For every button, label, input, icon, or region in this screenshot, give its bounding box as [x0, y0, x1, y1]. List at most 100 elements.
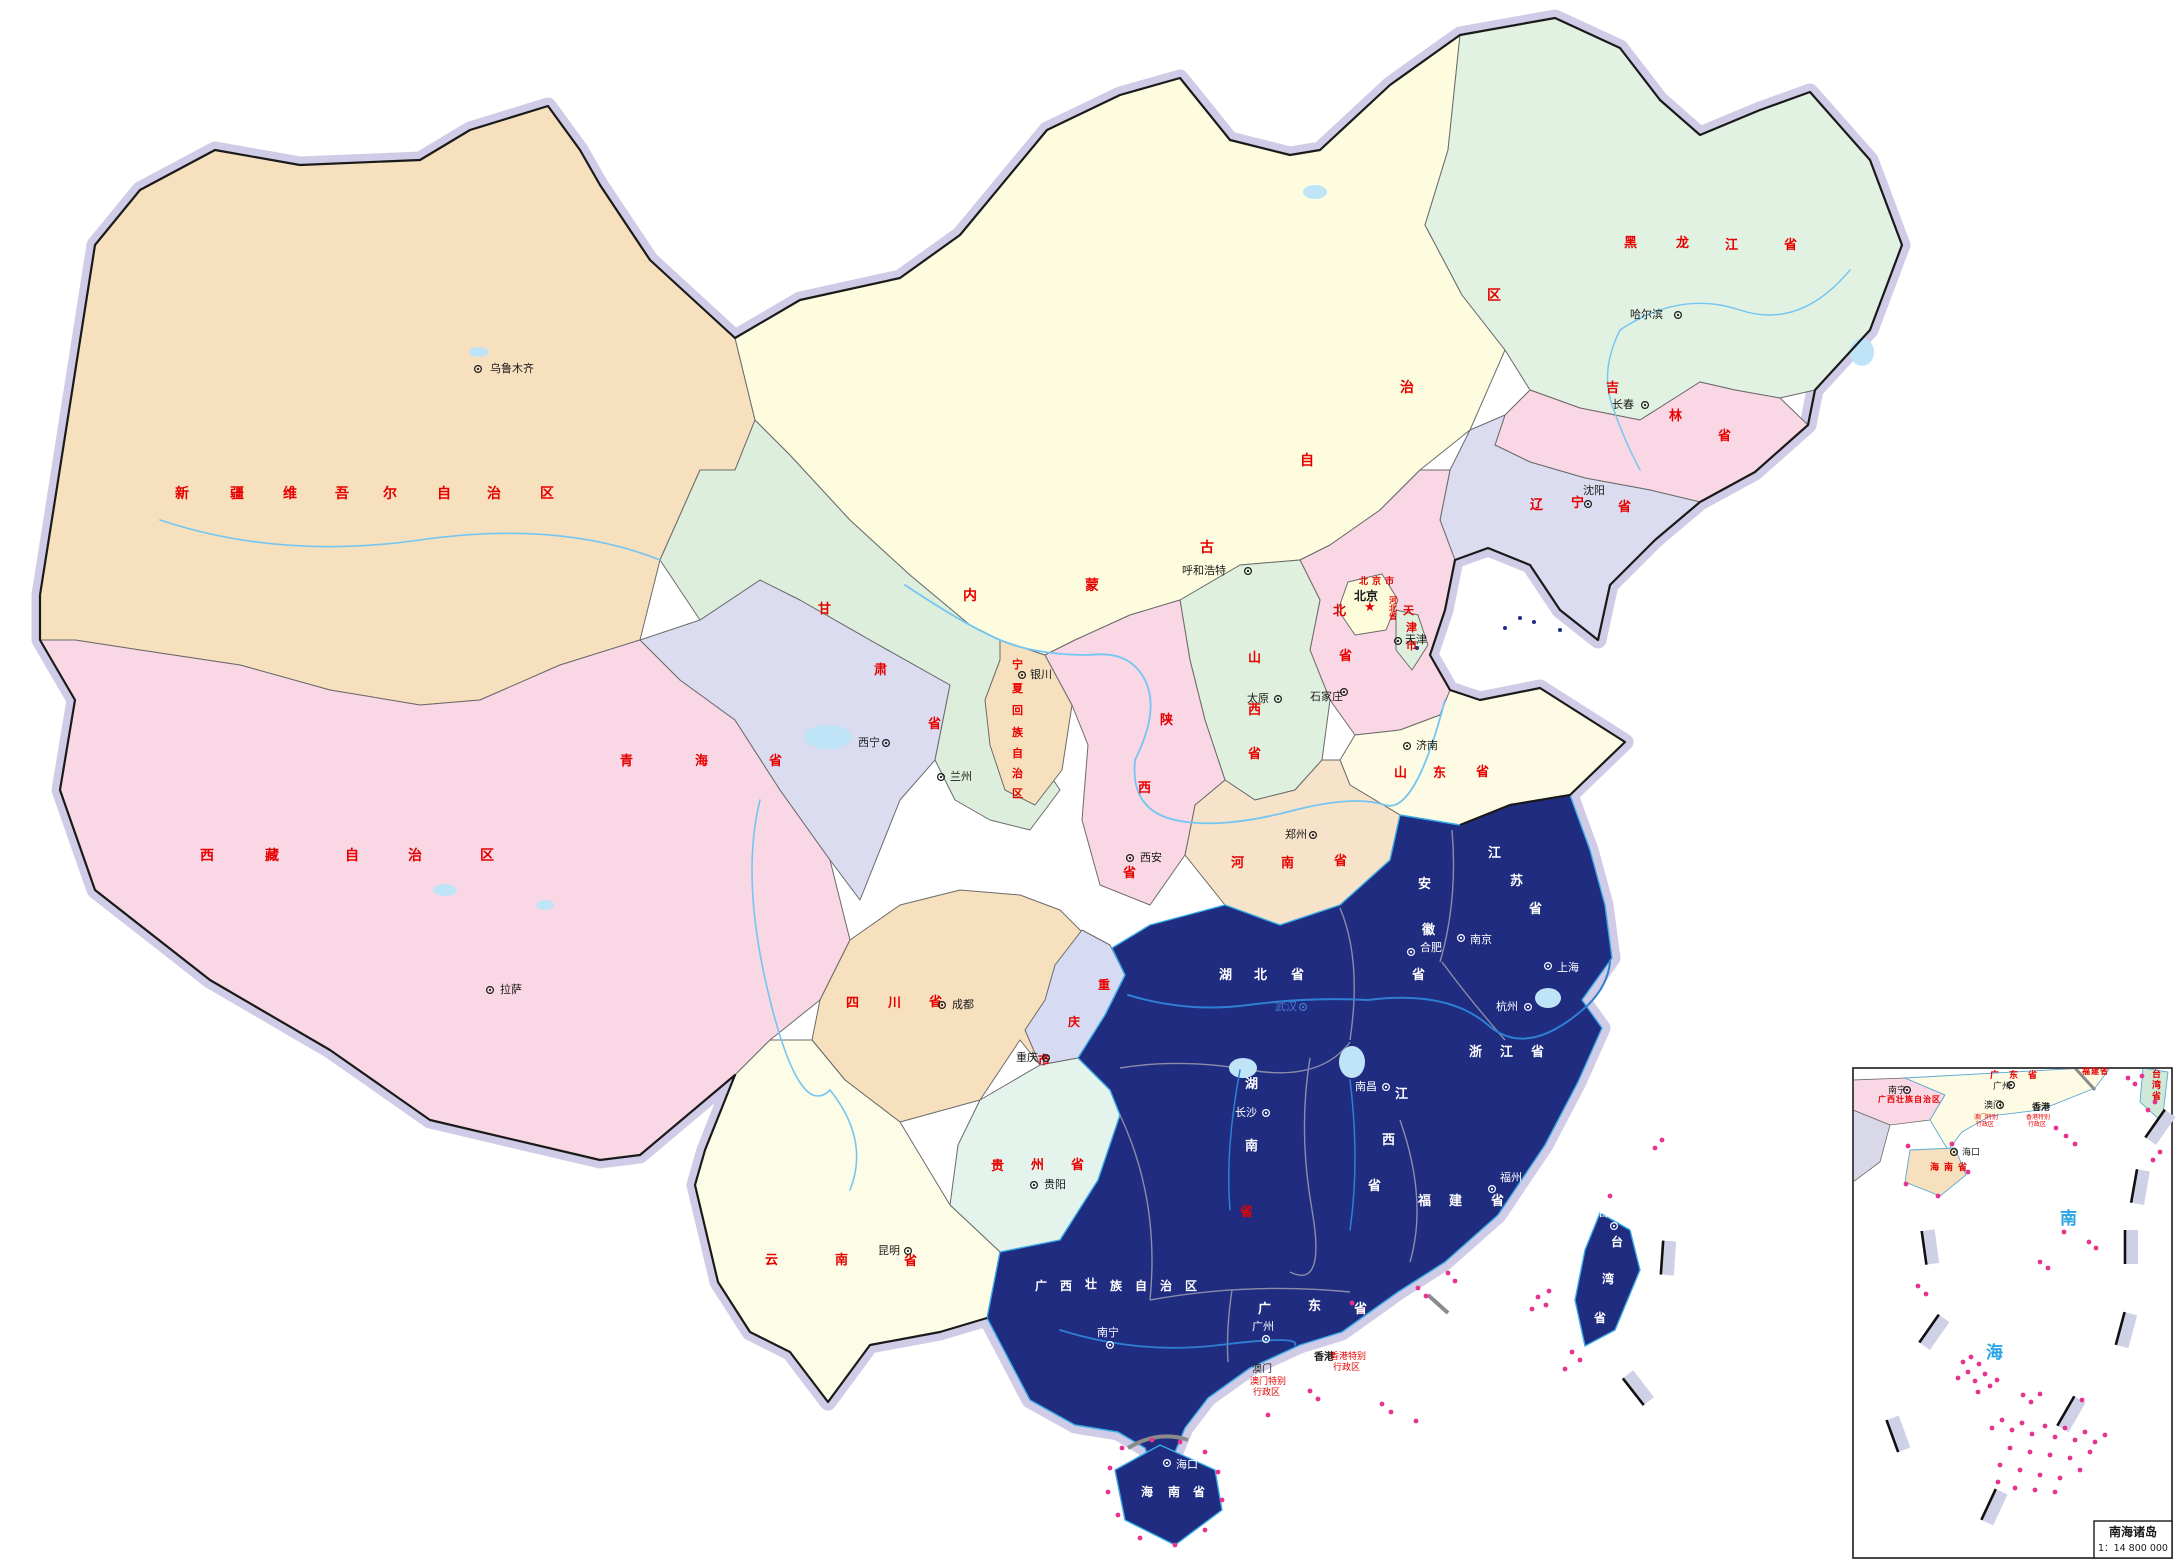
city-marker-郑州: [1308, 830, 1317, 839]
label-hainan: 海: [1141, 1484, 1153, 1499]
gray-demarcation-lines: [1126, 1293, 1450, 1450]
inset-coral-islet: [2139, 1073, 2145, 1079]
inset-label-i-guangxi: 壮: [1896, 1094, 1904, 1104]
inset-coral-islet: [2047, 1452, 2053, 1458]
inset-label-i-hainan: 南: [1944, 1161, 1953, 1173]
macau-line2: 行政区: [1253, 1386, 1280, 1398]
label-neimenggu: 古: [1200, 539, 1214, 556]
inset-ridge-bar: [2114, 1311, 2138, 1349]
label-neimenggu: 自: [1300, 452, 1314, 469]
coral-islet: [1652, 1145, 1658, 1151]
inset-coral-islet: [2092, 1439, 2098, 1445]
inset-coral-islet: [1999, 1417, 2005, 1423]
inset-coral-islet: [2045, 1265, 2051, 1271]
city-广州: 广州: [1252, 1320, 1274, 1343]
inset-scale: 1：14 800 000: [2098, 1543, 2168, 1554]
inset-coral-islet: [1994, 1377, 2000, 1383]
city-marker-太原: [1273, 694, 1282, 703]
city-西宁: 西宁: [858, 735, 890, 749]
label-jiangxi: 西: [1382, 1133, 1395, 1148]
inset-label-i-guangdong: 省: [2027, 1069, 2037, 1081]
inset-coral-islet: [1995, 1479, 2001, 1485]
label-heilongjiang: 黑: [1624, 236, 1637, 251]
coral-islet: [1577, 1357, 1583, 1363]
island-taiwan[interactable]: [1574, 1211, 1641, 1348]
inset-coral-islet: [1989, 1425, 1995, 1431]
inset-coral-islet: [2087, 1449, 2093, 1455]
city-name-台北: 台北: [1598, 1205, 1620, 1219]
inset-label-i-guangxi: 族: [1905, 1094, 1914, 1104]
city-marker-dot-昆明: [906, 1249, 910, 1253]
city-marker-dot-银川: [1020, 673, 1024, 677]
label-heilongjiang: 省: [1783, 237, 1797, 253]
coral-islet: [1529, 1306, 1535, 1312]
inset-label-i-guangxi: 区: [1932, 1095, 1940, 1104]
label-xizang: 治: [408, 847, 422, 864]
city-name-南京: 南京: [1470, 932, 1492, 946]
label-xinjiang: 疆: [230, 486, 244, 502]
city-哈尔滨: 哈尔滨: [1630, 307, 1682, 321]
city-marker-昆明: [903, 1246, 912, 1255]
label-xinjiang: 尔: [383, 485, 397, 502]
navy-islet: [1466, 1001, 1470, 1005]
province-shaanxi[interactable]: [1044, 599, 1226, 906]
city-北京: 北京: [1354, 588, 1378, 603]
province-beijing[interactable]: [1337, 573, 1399, 636]
inset-coral-islet: [2132, 1081, 2138, 1087]
inset-city-marker-dot-广州: [2009, 1083, 2013, 1087]
inset-city-澳门: 澳门: [1984, 1099, 2004, 1111]
label-yunnan: 云: [765, 1253, 778, 1268]
city-name-济南: 济南: [1416, 738, 1438, 752]
inset-i-mo1: 澳门特别: [1974, 1113, 1998, 1121]
label-tianjin-shi: 市: [1406, 638, 1417, 652]
inset-ridge-bar: [2129, 1168, 2150, 1205]
label-ningxia: 自: [1012, 746, 1023, 760]
inset-label-i-guangxi: 广: [1878, 1094, 1886, 1104]
city-name-哈尔滨: 哈尔滨: [1630, 307, 1663, 321]
inset-label-i-fujian: 福: [2081, 1066, 2090, 1076]
city-marker-成都: [937, 1000, 946, 1009]
label-shanxi: 西: [1248, 703, 1261, 718]
city-marker-dot-石家庄: [1342, 690, 1346, 694]
inset-coral-islet: [2009, 1427, 2015, 1433]
province-xinjiang[interactable]: [39, 105, 756, 706]
inset-city-marker-dot-南宁: [1905, 1088, 1909, 1092]
inset-i-hk2: 行政区: [2028, 1120, 2046, 1128]
label-henan: 河: [1231, 855, 1244, 871]
city-济南: 济南: [1402, 738, 1438, 752]
label-qinghai: 省: [768, 753, 782, 769]
inset-label-i-guangxi: 西: [1887, 1095, 1895, 1104]
city-marker-dot-天津: [1396, 639, 1400, 643]
inset-coral-islet: [2067, 1455, 2073, 1461]
inset-coral-islet: [2062, 1425, 2068, 1431]
label-yunnan: 南: [835, 1252, 848, 1268]
city-兰州: 兰州: [936, 770, 972, 783]
coral-islet: [1379, 1401, 1385, 1407]
label-guangxi: 西: [1060, 1279, 1072, 1293]
label-shaanxi: 陕: [1160, 712, 1174, 728]
inset-label-i-hainan: 海: [1930, 1161, 1939, 1173]
label-xinjiang: 区: [540, 486, 554, 502]
label-gansu: 肃: [874, 662, 887, 678]
inset-coral-islet: [2152, 1099, 2158, 1105]
city-name-呼和浩特: 呼和浩特: [1182, 563, 1226, 577]
inset-label-i-guangdong: 东: [2009, 1069, 2018, 1081]
island-hainan[interactable]: [1114, 1444, 1223, 1546]
inset-city-marker-澳门: [1995, 1100, 2004, 1109]
label-hubei: 北: [1254, 968, 1267, 983]
label-gansu: 省: [927, 716, 941, 732]
label-jilin: 吉: [1606, 381, 1619, 396]
label-neimenggu: 蒙: [1085, 577, 1099, 594]
label-henan: 省: [1333, 853, 1347, 869]
label-sichuan: 四: [846, 996, 859, 1011]
city-marker-dot-兰州: [939, 775, 943, 779]
city-乌鲁木齐: 乌鲁木齐: [474, 361, 534, 375]
label-xinjiang: 维: [283, 485, 297, 502]
inset-ridge-bar: [1920, 1229, 1940, 1265]
city-name-西宁: 西宁: [858, 735, 880, 749]
inset-ridge-bar: [1980, 1488, 2008, 1526]
label-liaoning: 省: [1617, 499, 1631, 515]
inset-coral-islet: [1972, 1378, 1978, 1384]
label-guangxi: 自: [1135, 1278, 1147, 1293]
